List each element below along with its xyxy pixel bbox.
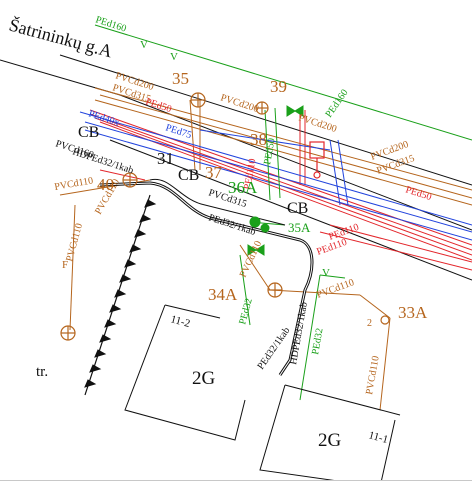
pipe-label-pe75: PEd75 (164, 122, 193, 141)
building-2-name: 2G (318, 430, 342, 451)
node-38: 38 (250, 130, 267, 149)
left-boundary-hatched (84, 194, 157, 396)
node-34a: 34A (208, 285, 238, 304)
pipe-label-pvc110-left3: PVCd110 (64, 222, 85, 263)
building-1-name: 2G (192, 368, 216, 389)
node-36a: 36A (228, 178, 258, 197)
valves (247, 105, 304, 256)
building-1-code: 11-2 (169, 313, 191, 330)
green-pe160-line (94, 24, 472, 141)
pipe-label-pe160: PEd160 (94, 14, 128, 34)
node-40: 40 (97, 175, 114, 194)
pipe-label-pe32-right: PEd32 (310, 327, 325, 355)
cb-mid: CB (178, 167, 199, 184)
pipe-label-pe50-right: PEd50 (404, 184, 433, 203)
pipe-label-pvc110-right: PVCd110 (315, 277, 355, 301)
f-label: F (62, 259, 68, 271)
green-lines (239, 107, 346, 401)
pipe-label-hdpe32-a: HDPEd32/1kab (71, 146, 135, 176)
manholes (60, 92, 390, 341)
pipe-label-pvc110-mid: PVCd110 (238, 239, 264, 279)
pipe-label-pe50-a: PEd50 (144, 96, 173, 115)
node-35a: 35A (288, 220, 311, 235)
building-outlines (124, 304, 401, 487)
pipe-label-pe110-vert: PEd110 (242, 158, 258, 191)
pipe-label-pe160-right: PEd160 (323, 87, 350, 119)
brown-pvc-lines (59, 87, 472, 411)
building-2-code: 11-1 (367, 429, 389, 446)
hydrant-symbol (309, 141, 325, 179)
building-labels: 11-2 2G 11-1 2G (169, 313, 389, 451)
node-31: 31 (157, 149, 174, 168)
v-label-2: V (170, 51, 178, 63)
node-33a: 33A (398, 303, 428, 322)
bottom-edge-strip (0, 480, 472, 487)
pipe-label-pe32-mid: PEd32 (237, 297, 255, 326)
v-label-1: V (140, 39, 148, 51)
node-2: 2 (367, 318, 372, 329)
tr-label: tr. (36, 364, 48, 380)
v-label-3: V (322, 267, 330, 279)
node-labels: 35 39 38 37 31 40 36A 35A 34A 33A 2 (97, 69, 428, 329)
cb-left: CB (78, 124, 99, 141)
pipe-label-pvc110-far: PVCd110 (364, 355, 382, 395)
node-37: 37 (205, 163, 223, 182)
cb-right: CB (287, 200, 308, 217)
marker-labels: CB CB CB tr. F V V V (36, 39, 330, 380)
node-39: 39 (270, 77, 287, 96)
pipe-label-pe50-vert: PEd50 (262, 137, 277, 165)
black-cable-route (99, 178, 314, 376)
node-35: 35 (172, 69, 189, 88)
